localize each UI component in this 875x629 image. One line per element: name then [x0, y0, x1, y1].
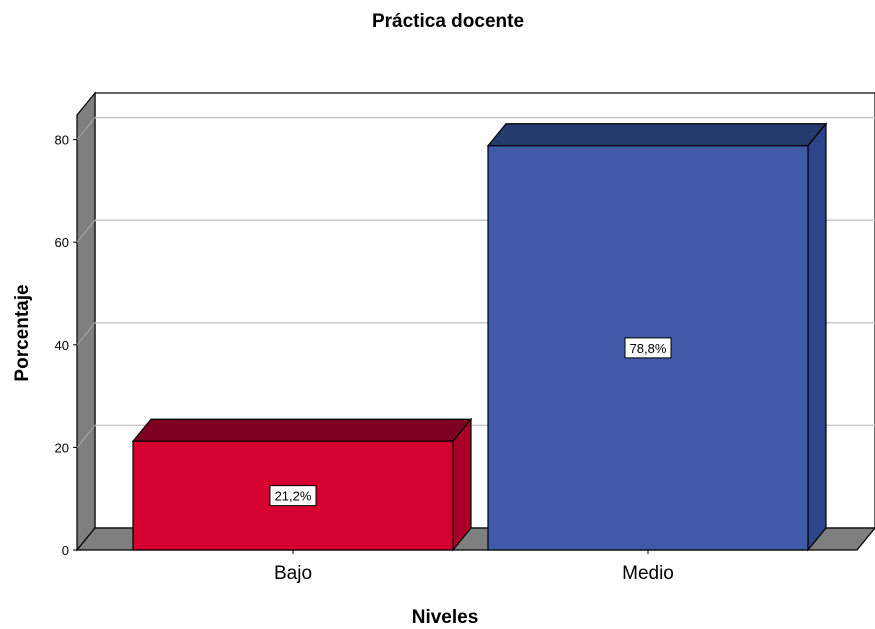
y-tick-label: 40 — [55, 338, 69, 353]
bar-bajo: 21,2% — [131, 417, 473, 552]
bars: 21,2% 78,8% — [131, 122, 828, 552]
bar-medio: 78,8% — [486, 122, 828, 552]
bar-top-face — [486, 123, 828, 147]
y-tick-label: 80 — [55, 133, 69, 148]
data-label: 78,8% — [630, 341, 667, 356]
bar-side-face — [807, 122, 827, 552]
left-wall — [76, 91, 96, 552]
x-axis-ticks: Bajo Medio — [274, 550, 674, 584]
x-tick-label: Medio — [622, 563, 674, 584]
y-tick-label: 20 — [55, 440, 69, 455]
bar-side-face — [452, 417, 472, 552]
y-axis-ticks: 0 20 40 60 80 — [55, 133, 77, 558]
y-tick-label: 0 — [62, 543, 69, 558]
x-tick-label: Bajo — [274, 563, 312, 584]
gridline-side — [76, 322, 96, 346]
data-label-box — [269, 485, 317, 507]
bar-top-face — [131, 418, 473, 442]
chart-title: Práctica docente — [372, 11, 524, 32]
gridline-side — [76, 117, 96, 140]
y-tick-label: 60 — [55, 235, 69, 250]
x-axis-title: Niveles — [412, 607, 479, 628]
gridline-side — [76, 219, 96, 243]
data-label-box — [624, 337, 672, 359]
y-axis-title: Porcentaje — [12, 284, 33, 381]
gridline-side — [76, 425, 96, 448]
data-label: 21,2% — [275, 489, 312, 504]
